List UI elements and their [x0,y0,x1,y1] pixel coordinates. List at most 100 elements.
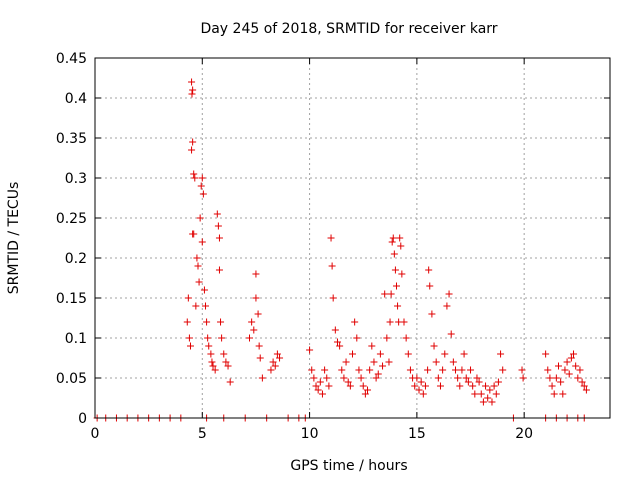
data-point [490,382,498,390]
data-point [215,266,223,274]
data-point [454,374,462,382]
data-point [394,302,402,310]
data-point [273,350,281,358]
data-point [185,334,193,342]
data-point [428,310,436,318]
x-tick-label: 10 [301,426,319,442]
data-point [202,302,210,310]
grid [95,58,610,418]
data-point [207,350,215,358]
data-point [479,398,487,406]
x-tick-label: 0 [91,426,100,442]
data-point [486,386,494,394]
data-point [351,318,359,326]
data-point [518,366,526,374]
data-point [246,334,253,342]
data-point [357,374,365,382]
data-point [359,382,367,390]
data-point [519,374,527,382]
data-point [376,350,384,358]
data-point [473,374,481,382]
data-point [497,350,505,358]
data-point [389,234,397,242]
data-point [215,234,223,242]
data-point [402,334,410,342]
data-point [477,390,485,398]
data-point [203,318,211,326]
data-point [563,358,571,366]
data-point [499,366,507,374]
data-point [256,354,264,362]
data-point [415,386,423,394]
data-point [325,382,333,390]
data-point [494,378,502,386]
data-point [546,374,554,382]
data-point [220,350,228,358]
chart-title: Day 245 of 2018, SRMTID for receiver kar… [200,21,497,37]
data-point [329,294,337,302]
data-point [349,350,356,358]
data-point [333,338,341,346]
data-point [269,358,277,366]
data-point [400,318,408,326]
data-point [570,350,578,358]
axis-ticks: 0 5 10 15 20 0 0.05 0.1 0.15 0.2 0.25 0.3 0.35 0.4 0.4… [56,51,610,442]
data-point [255,342,263,350]
y-tick-label: 0.4 [65,91,87,107]
data-point [250,326,258,334]
data-point [340,374,348,382]
data-point [214,222,222,230]
data-point [252,270,260,278]
data-point [192,302,200,310]
data-point [338,366,346,374]
data-point [211,366,219,374]
data-point [447,330,455,338]
data-point [346,382,354,390]
data-point [374,370,382,378]
data-point [336,342,344,350]
data-point [209,362,217,370]
data-point [580,382,588,390]
y-tick-label: 0.35 [56,131,87,147]
data-point [254,310,262,318]
data-point [458,366,466,374]
data-point [368,342,376,350]
data-point [318,390,326,398]
data-point [387,290,395,298]
data-point [370,358,378,366]
data-point [366,366,374,374]
data-point [381,290,389,298]
data-point [460,350,468,358]
x-tick-label: 5 [198,426,207,442]
data-point [385,358,393,366]
data-point [218,334,226,342]
data-point [434,374,442,382]
data-point [456,382,464,390]
data-point [316,378,324,386]
data-point [388,238,396,246]
data-point [222,358,230,366]
data-point [190,170,198,178]
data-point [464,378,472,386]
data-point [398,270,406,278]
data-point [419,390,427,398]
data-point [200,286,208,294]
data-point [413,374,421,382]
data-point [397,242,405,250]
x-axis-label: GPS time / hours [290,458,407,474]
data-point [197,182,205,190]
data-point [475,378,483,386]
data-point [306,346,314,354]
data-point [471,390,479,398]
data-point [190,230,198,238]
data-point [386,318,394,326]
data-point [183,318,191,326]
data-point [226,378,234,386]
data-point [404,350,412,358]
data-point [552,374,560,382]
data-point [213,210,221,218]
data-point [308,366,316,374]
data-point [582,386,590,394]
x-tick-label: 20 [515,426,533,442]
data-point [482,382,490,390]
